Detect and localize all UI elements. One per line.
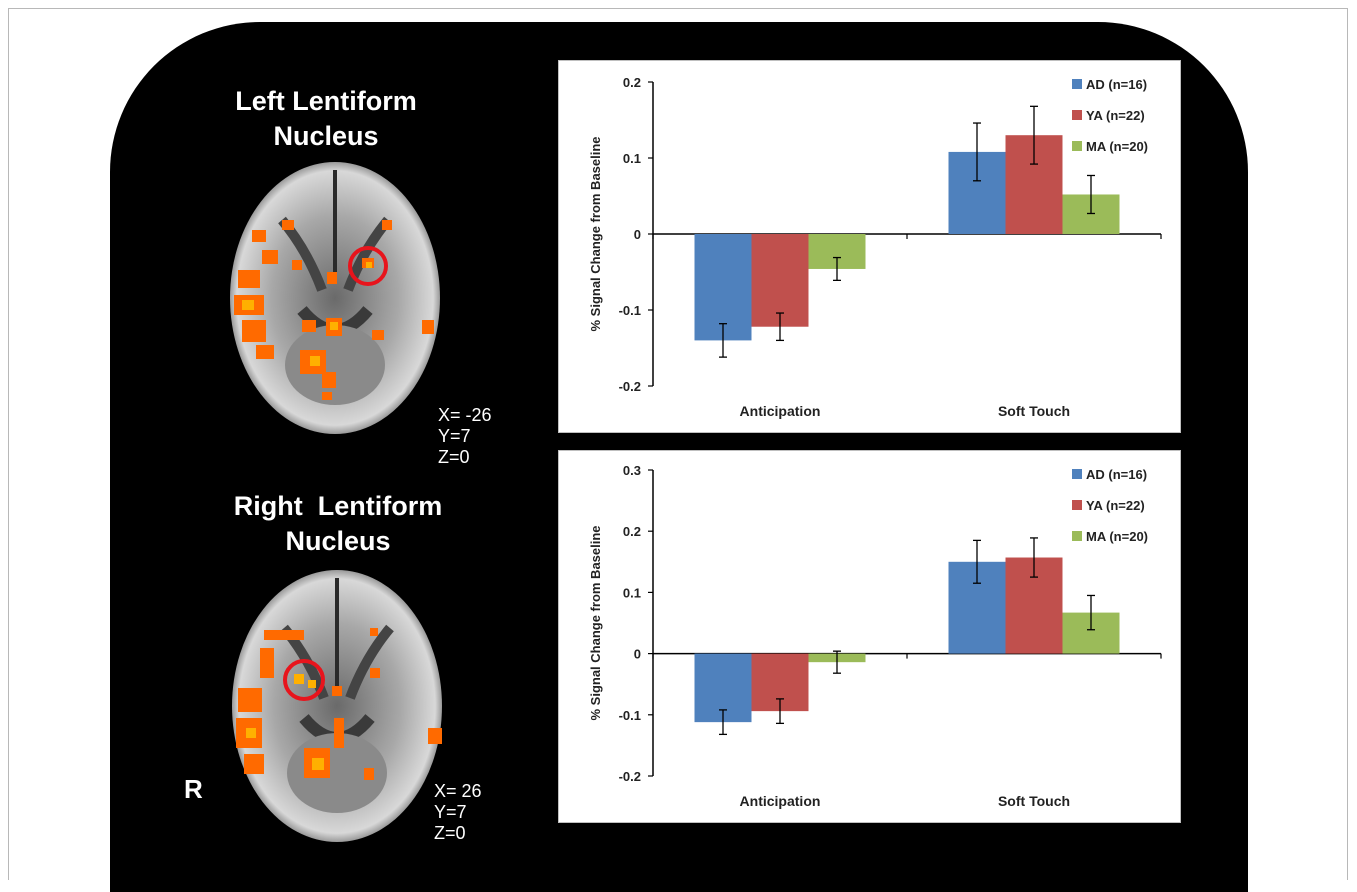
brain-axial-slice-top bbox=[230, 162, 440, 434]
bar-chart-right-lentiform: 0.3 0.2 0.1 0 -0.1 -0.2 % Signal Change from B… bbox=[558, 450, 1181, 823]
legend-label: MA (n=20) bbox=[1086, 139, 1148, 154]
bar-chart-left-lentiform: 0.2 0.1 0 -0.1 -0.2 % Signal Change from Base… bbox=[558, 60, 1181, 433]
brain-title-top: Left Lentiform Nucleus bbox=[200, 84, 452, 154]
coord-y-bottom: Y=7 bbox=[434, 802, 467, 822]
coords-bottom: X= 26 Y=7 Z=0 bbox=[434, 781, 482, 844]
y-axis-label: % Signal Change from Baseline bbox=[588, 136, 603, 331]
legend-swatch bbox=[1072, 110, 1082, 120]
x-category-label: Anticipation bbox=[740, 793, 821, 809]
coords-top: X= -26 Y=7 Z=0 bbox=[438, 405, 492, 468]
legend-label: MA (n=20) bbox=[1086, 529, 1148, 544]
x-category-label: Soft Touch bbox=[998, 403, 1070, 419]
legend-swatch bbox=[1072, 79, 1082, 89]
brain-title-bottom: Right Lentiform Nucleus bbox=[196, 489, 480, 559]
brain-title-bottom-line1: Right Lentiform bbox=[233, 491, 443, 521]
coord-z-top: Z=0 bbox=[438, 447, 470, 467]
bar bbox=[751, 234, 809, 327]
y-tick-label: 0 bbox=[634, 647, 641, 662]
legend-swatch bbox=[1072, 531, 1082, 541]
y-tick-label: -0.1 bbox=[619, 708, 641, 723]
legend-swatch bbox=[1072, 469, 1082, 479]
figure-frame bbox=[8, 8, 1348, 880]
legend-label: AD (n=16) bbox=[1086, 77, 1147, 92]
coord-y-top: Y=7 bbox=[438, 426, 471, 446]
y-tick-label: -0.1 bbox=[619, 303, 641, 318]
brain-axial-slice-bottom bbox=[232, 570, 442, 842]
bar bbox=[694, 234, 752, 341]
y-tick-label: 0.1 bbox=[623, 585, 641, 600]
legend-label: YA (n=22) bbox=[1086, 498, 1145, 513]
coord-z-bottom: Z=0 bbox=[434, 823, 466, 843]
y-tick-label: -0.2 bbox=[619, 769, 641, 784]
y-tick-label: 0 bbox=[634, 227, 641, 242]
y-tick-label: 0.3 bbox=[623, 463, 641, 478]
legend-label: AD (n=16) bbox=[1086, 467, 1147, 482]
roi-circle-top bbox=[348, 246, 388, 286]
legend-swatch bbox=[1072, 500, 1082, 510]
orientation-label-right: R bbox=[184, 774, 203, 804]
legend-label: YA (n=22) bbox=[1086, 108, 1145, 123]
roi-circle-bottom bbox=[283, 659, 325, 701]
chart-svg-top: 0.2 0.1 0 -0.1 -0.2 % Signal Change from Base… bbox=[588, 75, 1162, 419]
chart-svg-bottom: 0.3 0.2 0.1 0 -0.1 -0.2 % Signal Change from B… bbox=[588, 463, 1162, 809]
y-tick-label: 0.2 bbox=[623, 524, 641, 539]
y-tick-label: 0.1 bbox=[623, 151, 641, 166]
x-category-label: Anticipation bbox=[740, 403, 821, 419]
coord-x-bottom: X= 26 bbox=[434, 781, 482, 801]
y-axis-label: % Signal Change from Baseline bbox=[588, 525, 603, 720]
x-category-label: Soft Touch bbox=[998, 793, 1070, 809]
brain-title-top-line1: Left Lentiform bbox=[235, 86, 417, 116]
brain-title-top-line2: Nucleus bbox=[273, 121, 379, 151]
y-tick-label: -0.2 bbox=[619, 379, 641, 394]
brain-title-bottom-line2: Nucleus bbox=[285, 526, 391, 556]
legend-swatch bbox=[1072, 141, 1082, 151]
y-tick-label: 0.2 bbox=[623, 75, 641, 90]
coord-x-top: X= -26 bbox=[438, 405, 492, 425]
